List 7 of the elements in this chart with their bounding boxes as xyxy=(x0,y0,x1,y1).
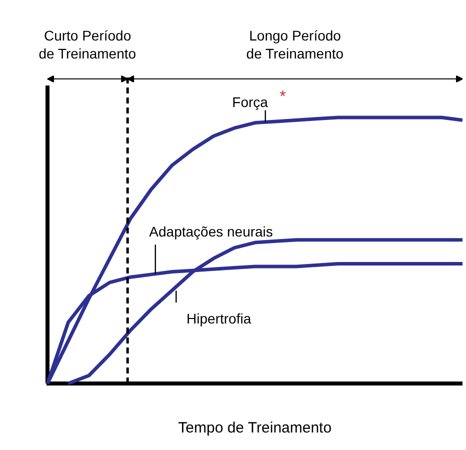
text: Curto Período de Treinamento xyxy=(38,28,136,62)
series-label: Força xyxy=(232,94,268,110)
series-label: Adaptações neurais xyxy=(149,223,273,240)
series-label: Hipertrofia xyxy=(186,310,252,327)
text: * xyxy=(280,88,286,106)
text: Longo Período de Treinamento xyxy=(246,28,344,62)
x-axis-title: Tempo de Treinamento xyxy=(178,420,332,436)
